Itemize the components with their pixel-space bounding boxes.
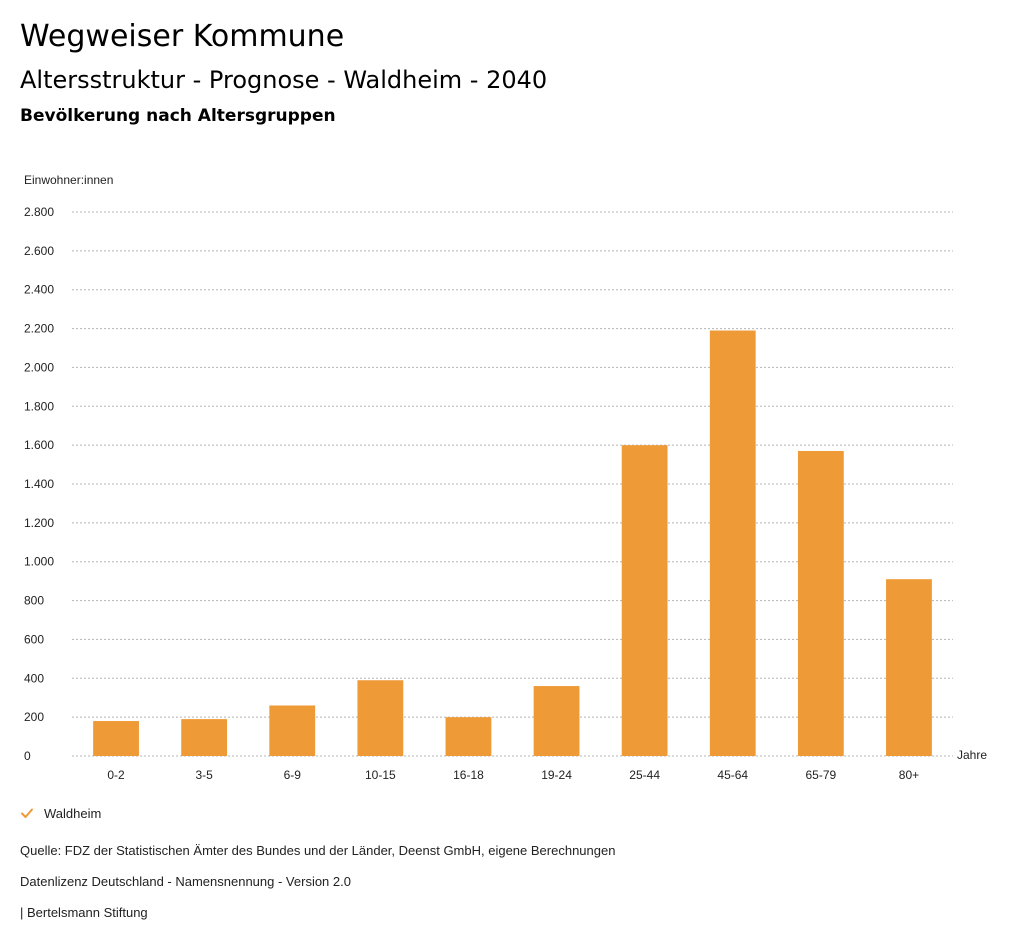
y-tick-label: 1.400	[24, 477, 54, 491]
grid-lines	[72, 211, 953, 757]
bars	[93, 330, 932, 756]
bar-65-79[interactable]	[797, 450, 844, 756]
x-tick-label: 45-64	[717, 768, 748, 782]
brand-note: | Bertelsmann Stiftung	[20, 905, 148, 920]
x-tick-label: 0-2	[107, 768, 125, 782]
y-tick-label: 0	[24, 749, 31, 763]
bar-25-44[interactable]	[621, 445, 668, 756]
y-tick-label: 200	[24, 710, 44, 724]
y-tick-label: 2.800	[24, 205, 54, 219]
y-axis-ticks: 0 200 400 600 800 1.000 1.200 1.400 1.600 1.800 2.…	[24, 205, 54, 763]
x-tick-label: 3-5	[195, 768, 213, 782]
y-tick-label: 2.000	[24, 360, 54, 374]
page-title: Wegweiser Kommune	[20, 19, 345, 54]
x-tick-label: 80+	[899, 768, 919, 782]
y-tick-label: 2.600	[24, 244, 54, 258]
y-tick-label: 800	[24, 594, 44, 608]
bar-6-9[interactable]	[269, 705, 316, 756]
y-tick-label: 400	[24, 671, 44, 685]
chart-heading: Bevölkerung nach Altersgruppen	[20, 106, 336, 126]
y-tick-label: 1.000	[24, 555, 54, 569]
bar-0-2[interactable]	[93, 721, 139, 756]
y-tick-label: 2.400	[24, 283, 54, 297]
x-axis-ticks: 0-2 3-5 6-9 10-15 16-18 19-24 25-44 45-64 65-79 8…	[107, 768, 919, 782]
check-icon	[21, 808, 33, 818]
x-tick-label: 6-9	[284, 768, 302, 782]
bar-3-5[interactable]	[181, 719, 228, 756]
source-note: Quelle: FDZ der Statistischen Ämter des …	[20, 843, 616, 858]
y-axis-label: Einwohner:innen	[24, 173, 113, 187]
x-tick-label: 16-18	[453, 768, 484, 782]
bar-10-15[interactable]	[357, 680, 404, 756]
bar-80+[interactable]	[886, 579, 932, 756]
y-tick-label: 1.200	[24, 516, 54, 530]
x-tick-label: 19-24	[541, 768, 572, 782]
page-subtitle: Altersstruktur - Prognose - Waldheim - 2…	[20, 66, 548, 94]
y-tick-label: 2.200	[24, 322, 54, 336]
x-tick-label: 10-15	[365, 768, 396, 782]
x-axis-label: Jahre	[957, 748, 987, 762]
bar-45-64[interactable]	[709, 330, 756, 756]
bar-chart: Einwohner:innen 0 200 400 600 800 1.000 1.200 1…	[24, 173, 987, 782]
bar-16-18[interactable]	[445, 717, 492, 756]
x-tick-label: 25-44	[629, 768, 660, 782]
bar-19-24[interactable]	[533, 686, 580, 756]
y-tick-label: 1.800	[24, 399, 54, 413]
x-tick-label: 65-79	[805, 768, 836, 782]
legend-item-waldheim[interactable]: Waldheim	[20, 802, 101, 824]
legend-label: Waldheim	[44, 805, 102, 821]
license-note: Datenlizenz Deutschland - Namensnennung …	[20, 874, 351, 889]
y-tick-label: 600	[24, 632, 44, 646]
y-tick-label: 1.600	[24, 438, 54, 452]
